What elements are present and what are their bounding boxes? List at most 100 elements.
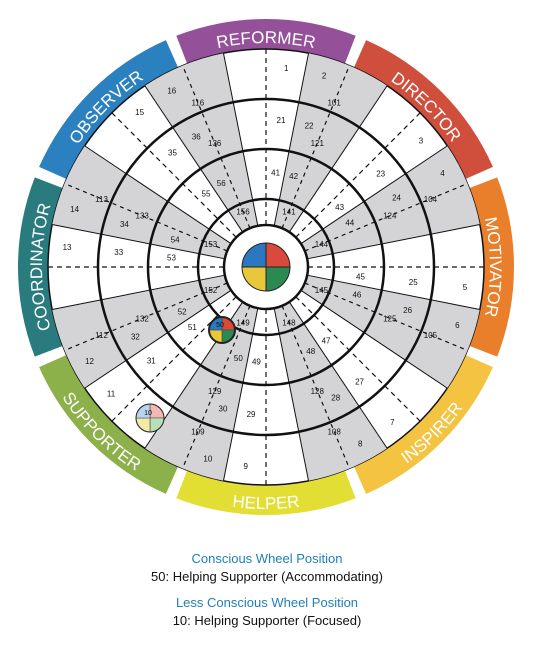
cell-number-shaded-mid: 125: [383, 314, 397, 323]
shaded-cell-inner: [300, 229, 333, 259]
cell-number-shaded-outer: 108: [327, 427, 341, 436]
cell-number-outer: 1: [284, 64, 289, 73]
cell-number-outer: 14: [70, 205, 79, 214]
conscious-position-marker: 50: [208, 316, 236, 344]
cell-number-ring3: 50: [234, 354, 243, 363]
shaded-cell-inner: [274, 200, 304, 233]
cell-numbers: 1234567891011121314151621222324252627282…: [63, 64, 468, 471]
cell-number-outer: 7: [390, 418, 395, 427]
cell-number-ring3: 43: [335, 203, 344, 212]
cell-number-ring3: 53: [167, 253, 176, 262]
shaded-cell-mid: [279, 323, 332, 383]
cell-number-ring3: 48: [306, 347, 315, 356]
shade-edge-line: [52, 223, 225, 260]
shaded-cell-outer: [144, 365, 243, 481]
cell-number-ring4: 24: [392, 193, 401, 202]
cell-number-shaded-mid: 129: [208, 387, 222, 396]
marker-number: 50: [216, 322, 224, 329]
shaded-cell-outer: [52, 290, 168, 389]
ring-circle: [196, 197, 336, 337]
shaded-cell-mid: [322, 280, 382, 333]
divider-line: [281, 305, 350, 469]
cell-number-ring3: 49: [252, 358, 261, 367]
cell-number-outer: 5: [463, 283, 468, 292]
cell-number-shaded-mid: 124: [383, 212, 397, 221]
shade-edge-line: [222, 308, 259, 481]
cell-number-ring4: 26: [403, 306, 412, 315]
cell-number-ring3: 45: [356, 273, 365, 282]
marker-outline: [135, 403, 165, 433]
cell-number-ring3: 56: [217, 179, 226, 188]
divider-line: [182, 65, 251, 229]
cell-number-outer: 9: [244, 462, 249, 471]
cell-number-shaded-inner: 144: [315, 240, 329, 249]
cell-number-outer: 8: [358, 439, 363, 448]
shade-edge-line: [307, 274, 480, 311]
cell-number-ring4: 21: [277, 116, 286, 125]
cell-number-ring4: 34: [120, 220, 129, 229]
shaded-cell-mid: [279, 151, 332, 211]
center-indicator: [241, 242, 291, 292]
shaded-cell-outer: [364, 290, 480, 389]
marker-outline: [208, 316, 236, 344]
cell-number-shaded-outer: 101: [327, 99, 341, 108]
conscious-position-value: 50: Helping Supporter (Accommodating): [151, 569, 383, 584]
shade-edge-line: [307, 223, 480, 260]
cell-number-ring4: 25: [409, 278, 418, 287]
shaded-cell-inner: [300, 275, 333, 305]
sector-band-coordinator: [18, 177, 63, 357]
cell-number-outer: 13: [63, 243, 72, 252]
cell-number-shaded-mid: 136: [208, 139, 222, 148]
cell-number-ring3: 46: [352, 291, 361, 300]
less-conscious-position-marker: 10: [135, 403, 165, 433]
cell-number-ring4: 33: [114, 248, 123, 257]
shade-edge-line: [84, 289, 232, 389]
cell-number-ring3: 44: [345, 218, 354, 227]
cell-number-shaded-inner: 141: [282, 208, 296, 217]
shaded-cell-outer: [144, 53, 243, 169]
shade-edge-line: [52, 274, 225, 311]
cell-number-ring3: 52: [178, 308, 187, 317]
shaded-cells: [52, 53, 480, 481]
divider-line: [295, 296, 421, 422]
shaded-cell-inner: [274, 301, 304, 334]
divider-line: [111, 112, 237, 238]
shaded-cell-outer: [52, 145, 168, 244]
personality-wheel: REFORMERDIRECTORMOTIVATORINSPIRERHELPERS…: [18, 19, 514, 515]
sector-band-inspirer: [353, 354, 493, 494]
cell-number-shaded-outer: 113: [95, 195, 108, 204]
cell-number-shaded-mid: 132: [136, 314, 150, 323]
cell-number-outer: 15: [135, 108, 144, 117]
shade-edge-line: [144, 85, 244, 233]
center-quadrant: [241, 266, 267, 292]
sector-band-observer: [39, 40, 179, 180]
cell-number-ring4: 28: [331, 394, 340, 403]
shaded-cell-inner: [228, 301, 258, 334]
cell-number-outer: 4: [440, 169, 445, 178]
shaded-cell-mid: [200, 323, 253, 383]
divider-line: [281, 65, 350, 229]
cell-number-ring4: 32: [131, 333, 140, 342]
shade-edge-line: [222, 53, 259, 226]
cell-number-ring3: 55: [202, 189, 211, 198]
cell-number-shaded-mid: 128: [311, 387, 325, 396]
cell-number-ring4: 35: [168, 148, 177, 157]
cell-number-shaded-inner: 149: [236, 318, 250, 327]
cell-number-shaded-inner: 153: [204, 240, 218, 249]
cell-number-ring3: 47: [322, 337, 331, 346]
sector-band-director: [353, 40, 493, 180]
cell-number-ring4: 22: [305, 121, 314, 130]
divider-line: [64, 282, 228, 351]
cell-number-ring4: 29: [247, 410, 256, 419]
divider-line: [182, 305, 251, 469]
ring-circle: [96, 97, 436, 437]
cell-number-ring3: 41: [271, 168, 280, 177]
cell-number-shaded-inner: 152: [204, 286, 218, 295]
position-markers: 50 10: [135, 316, 236, 433]
divider-line: [304, 282, 468, 351]
center-quadrant: [241, 242, 267, 268]
cell-number-shaded-inner: 148: [282, 318, 296, 327]
shaded-cell-outer: [364, 145, 480, 244]
sector-band-supporter: [39, 354, 179, 494]
divider-line: [295, 112, 421, 238]
